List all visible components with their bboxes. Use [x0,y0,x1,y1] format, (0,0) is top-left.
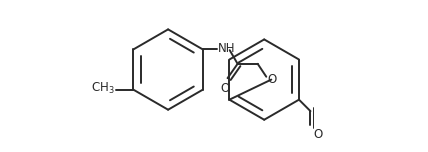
Text: O: O [221,82,230,95]
Text: O: O [313,128,323,141]
Text: O: O [268,73,277,86]
Text: CH$_3$: CH$_3$ [91,81,115,97]
Text: NH: NH [218,42,235,55]
